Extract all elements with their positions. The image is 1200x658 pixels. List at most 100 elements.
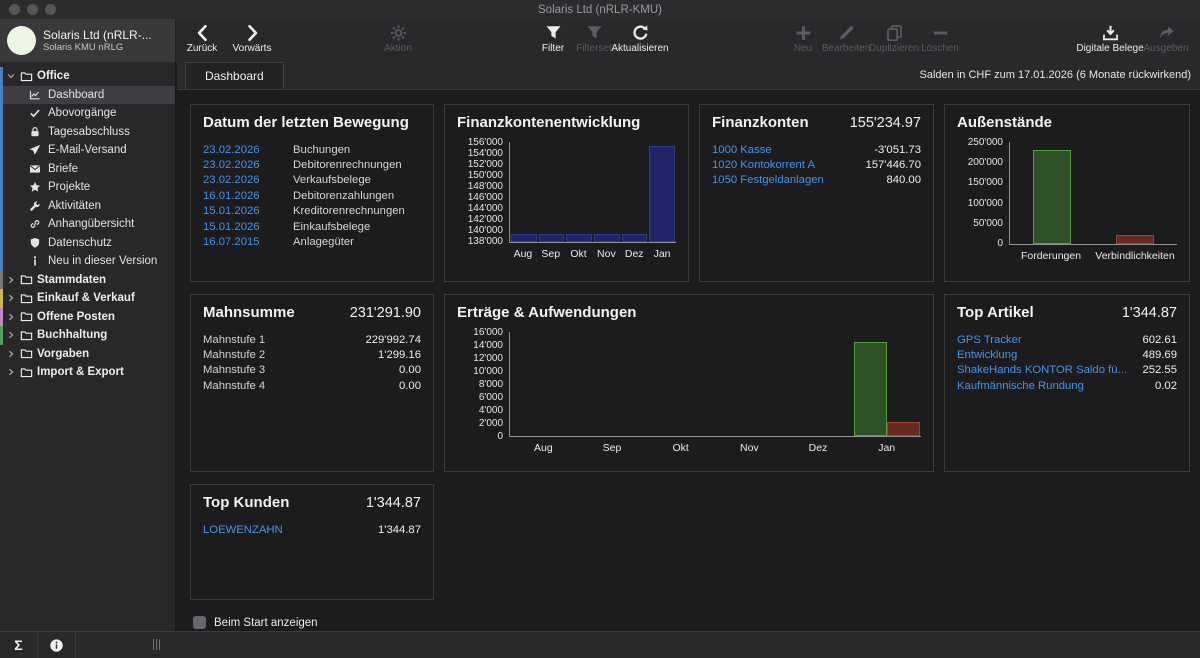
bar-jan [887, 422, 920, 436]
sidebar-section-offene-posten[interactable]: Offene Posten [0, 308, 175, 327]
panel-title: Erträge & Aufwendungen [457, 304, 636, 321]
sidebar-item-projekte[interactable]: Projekte [0, 178, 175, 197]
sidebar-item-dashboard[interactable]: Dashboard [0, 86, 175, 105]
finanzkonten-list: 1000 Kasse-3'051.731020 Kontokorrent A15… [712, 142, 921, 188]
link-label[interactable]: 1020 Kontokorrent A [712, 159, 815, 171]
panel-top-artikel: Top Artikel 1'344.87 GPS Tracker602.61En… [944, 294, 1190, 472]
row-value: Einkaufsbelege [293, 221, 370, 233]
show-at-start-option[interactable]: Beim Start anzeigen [193, 616, 1190, 629]
chevron-down-icon[interactable] [6, 71, 16, 81]
section-color-strip [0, 271, 3, 290]
section-color-strip [0, 308, 3, 327]
envelope-icon [29, 163, 41, 175]
panel-title: Außenstände [957, 114, 1052, 131]
link-label[interactable]: GPS Tracker [957, 334, 1022, 346]
list-item: ShakeHands KONTOR Saldo fü...252.55 [957, 363, 1177, 378]
bar-jan [649, 146, 675, 242]
chevron-right-icon[interactable] [6, 312, 16, 322]
link-label[interactable]: 1000 Kasse [712, 144, 772, 156]
show-at-start-checkbox[interactable] [193, 616, 206, 629]
minimize-button[interactable] [27, 4, 38, 15]
statusbar: Σ [0, 631, 1200, 658]
chevron-right-icon[interactable] [6, 275, 16, 285]
finanzkonten-entwicklung-chart: 156'000154'000152'000150'000148'000146'0… [457, 142, 676, 260]
sidebar-section-buchhaltung[interactable]: Buchhaltung [0, 326, 175, 345]
link-label[interactable]: LOEWENZAHN [203, 524, 283, 536]
sidebar-item-aktivitäten[interactable]: Aktivitäten [0, 197, 175, 216]
paper-plane-icon [29, 144, 41, 156]
row-label: Mahnstufe 2 [203, 349, 265, 361]
ertraege-aufwendungen-chart: 16'00014'00012'00010'0008'0006'0004'0002… [457, 332, 921, 454]
link-label[interactable]: 1050 Festgeldanlagen [712, 174, 824, 186]
sidebar-item-tagesabschluss[interactable]: Tagesabschluss [0, 123, 175, 142]
toolbar-vorwärts-button[interactable]: Vorwärts [226, 24, 278, 54]
panel-total: 1'344.87 [1122, 305, 1177, 321]
toolbar-button-label: Aktion [368, 43, 428, 54]
sidebar-item-neu-in-dieser-version[interactable]: Neu in dieser Version [0, 252, 175, 271]
link-label[interactable]: 23.02.2026 [203, 144, 283, 156]
link-label[interactable]: 23.02.2026 [203, 174, 283, 186]
tab-dashboard[interactable]: Dashboard [185, 62, 284, 89]
splitter-grip[interactable] [153, 639, 160, 650]
sidebar-item-datenschutz[interactable]: Datenschutz [0, 234, 175, 253]
bar-group-aug [510, 332, 579, 436]
list-item: 23.02.2026Buchungen [203, 142, 421, 157]
toolbar-zurück-button[interactable]: Zurück [179, 24, 225, 54]
company-subtitle: Solaris KMU nRLG [43, 42, 152, 53]
row-label: Mahnstufe 4 [203, 380, 265, 392]
y-axis: 250'000200'000150'000100'00050'0000 [957, 142, 1009, 244]
chevron-right-icon[interactable] [6, 367, 16, 377]
link-label[interactable]: 16.07.2015 [203, 236, 283, 248]
chevron-right-icon[interactable] [6, 349, 16, 359]
bar-group-nov [716, 332, 785, 436]
sidebar-section-stammdaten[interactable]: Stammdaten [0, 271, 175, 290]
link-label[interactable]: ShakeHands KONTOR Saldo fü... [957, 364, 1127, 376]
sidebar-section-import-export[interactable]: Import & Export [0, 363, 175, 382]
section-label: Buchhaltung [37, 329, 107, 341]
list-item: 1050 Festgeldanlagen840.00 [712, 173, 921, 188]
sidebar-section-vorgaben[interactable]: Vorgaben [0, 345, 175, 364]
bar-group-sep [579, 332, 648, 436]
list-item: LOEWENZAHN 1'344.87 [203, 522, 421, 537]
star-icon [29, 181, 41, 193]
list-item: 15.01.2026Kreditorenrechnungen [203, 204, 421, 219]
toolbar-button-label: Zurück [179, 43, 225, 54]
link-label[interactable]: 15.01.2026 [203, 205, 283, 217]
info-button[interactable] [38, 632, 76, 658]
bar-group-forderungen [1010, 142, 1094, 244]
chevron-right-icon[interactable] [6, 293, 16, 303]
zoom-button[interactable] [45, 4, 56, 15]
x-tick-label: Verbindlichkeiten [1093, 250, 1177, 262]
link-label[interactable]: Kaufmännische Rundung [957, 380, 1084, 392]
list-item: Mahnstufe 40.00 [203, 378, 421, 393]
chevron-right-icon[interactable] [6, 330, 16, 340]
sidebar-section-office[interactable]: Office [0, 67, 175, 86]
bar-group-dez [784, 332, 853, 436]
top-artikel-list: GPS Tracker602.61Entwicklung489.69ShakeH… [957, 332, 1177, 394]
sidebar-item-briefe[interactable]: Briefe [0, 160, 175, 179]
sum-button[interactable]: Σ [0, 632, 38, 658]
link-label[interactable]: 16.01.2026 [203, 190, 283, 202]
list-item: Kaufmännische Rundung0.02 [957, 378, 1177, 393]
link-label[interactable]: 15.01.2026 [203, 221, 283, 233]
toolbar-aktion-button: Aktion [368, 24, 428, 54]
sidebar-item-abovorgänge[interactable]: Abovorgänge [0, 104, 175, 123]
sidebar-item-e-mail-versand[interactable]: E-Mail-Versand [0, 141, 175, 160]
item-label: Neu in dieser Version [48, 255, 157, 267]
sidebar-section-einkauf-verkauf[interactable]: Einkauf & Verkauf [0, 289, 175, 308]
link-label[interactable]: Entwicklung [957, 349, 1017, 361]
info-circle-icon [49, 638, 64, 653]
shield-icon [29, 237, 41, 249]
toolbar-button-label: Aktualisieren [598, 43, 682, 54]
close-button[interactable] [9, 4, 20, 15]
folder-icon [20, 366, 33, 379]
panel-mahnsumme: Mahnsumme 231'291.90 Mahnstufe 1229'992.… [190, 294, 434, 472]
sidebar-item-anhangübersicht[interactable]: Anhangübersicht [0, 215, 175, 234]
bar-sep [539, 234, 565, 242]
link-label[interactable]: 23.02.2026 [203, 159, 283, 171]
x-tick-label: Forderungen [1009, 250, 1093, 262]
toolbar-aktualisieren-button[interactable]: Aktualisieren [598, 24, 682, 54]
row-label: Mahnstufe 1 [203, 334, 265, 346]
y-axis: 16'00014'00012'00010'0008'0006'0004'0002… [457, 332, 509, 436]
row-value: 1'344.87 [378, 524, 421, 536]
